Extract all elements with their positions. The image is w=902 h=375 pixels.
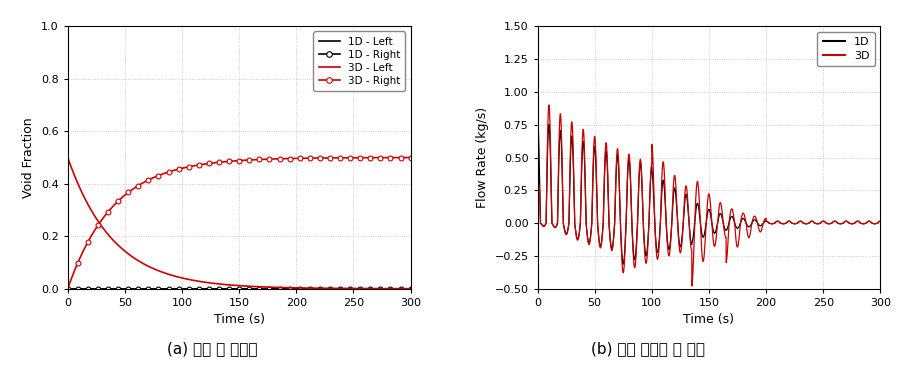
Y-axis label: Flow Rate (kg/s): Flow Rate (kg/s) <box>475 107 488 208</box>
1D <box>612 174 623 178</box>
Line: 1D: 1D <box>537 118 879 264</box>
Line: 3D: 3D <box>537 105 879 286</box>
3D <box>543 103 554 107</box>
1D <box>614 229 625 234</box>
Text: (b) 연결 파이프 내 유량: (b) 연결 파이프 내 유량 <box>591 341 704 356</box>
3D <box>531 221 542 225</box>
Text: (a) 평판 내 기포율: (a) 평판 내 기포율 <box>167 341 257 356</box>
X-axis label: Time (s): Time (s) <box>214 314 264 326</box>
1D <box>874 219 885 224</box>
Legend: 1D - Left, 1D - Right, 3D - Left, 3D - Right: 1D - Left, 1D - Right, 3D - Left, 3D - R… <box>313 32 405 91</box>
1D <box>660 231 671 236</box>
3D <box>614 232 625 237</box>
1D <box>685 241 695 246</box>
1D <box>617 262 628 266</box>
X-axis label: Time (s): Time (s) <box>683 314 733 326</box>
Legend: 1D, 3D: 1D, 3D <box>816 32 874 66</box>
Y-axis label: Void Fraction: Void Fraction <box>23 117 35 198</box>
1D <box>871 221 882 225</box>
3D <box>871 220 882 225</box>
1D <box>611 154 621 159</box>
3D <box>611 147 621 152</box>
3D <box>874 219 885 224</box>
3D <box>685 246 695 251</box>
3D <box>660 234 671 238</box>
3D <box>686 284 696 288</box>
1D <box>531 116 542 120</box>
3D <box>613 171 624 175</box>
